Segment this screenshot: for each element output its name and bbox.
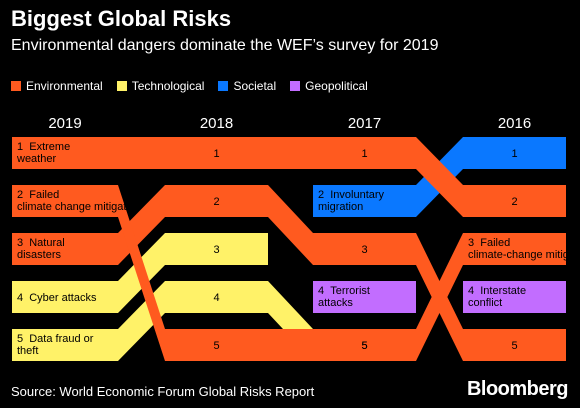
rank-label: 2 (213, 196, 219, 208)
risk-label: 4 Interstate conflict (468, 285, 526, 309)
risk-ribbon-extreme-weather (12, 137, 566, 217)
year-header-2016: 2016 (498, 115, 531, 132)
rank-connector (268, 137, 313, 169)
rank-label: 5 (511, 340, 517, 352)
risk-ribbon-failed-climate-change-mitigation (12, 185, 566, 361)
rank-block (463, 137, 566, 169)
risk-label: 3 Natural disasters (17, 237, 65, 261)
rank-block (165, 329, 268, 361)
risk-label: 4 Cyber attacks (17, 292, 97, 304)
chart-subtitle: Environmental dangers dominate the WEF’s… (11, 37, 439, 54)
rank-label: 1 (361, 148, 367, 160)
rank-block (165, 137, 268, 169)
rank-block (12, 329, 118, 361)
legend-environmental: Environmental (11, 79, 103, 93)
bloomberg-logo: Bloomberg (466, 378, 569, 400)
societal-swatch (218, 81, 229, 91)
year-header-2018: 2018 (200, 115, 233, 132)
source-note: Source: World Economic Forum Global Risk… (11, 384, 315, 399)
rank-connector (118, 185, 165, 361)
rank-block (12, 233, 118, 265)
risk-ribbon-cyber-attacks (12, 233, 268, 313)
legend: Environmental Technological Societal Geo… (11, 79, 368, 93)
rank-block (463, 233, 566, 265)
rank-block (463, 329, 566, 361)
legend-label: Environmental (26, 79, 103, 93)
rank-connector (416, 233, 463, 361)
rank-block (313, 185, 416, 217)
risk-label: 2 Involuntary migration (318, 189, 385, 213)
rank-block (313, 137, 416, 169)
rank-block (313, 281, 416, 313)
chart-title: Biggest Global Risks (11, 6, 232, 31)
year-header-2019: 2019 (48, 115, 81, 132)
rank-label: 3 (361, 244, 367, 256)
risk-ribbon-terrorist-attacks (313, 281, 416, 313)
risk-ribbon-interstate-conflict (463, 281, 566, 313)
rank-label: 5 (361, 340, 367, 352)
risk-label: 2 Failed climate change mitigation (17, 189, 141, 213)
rank-block (313, 233, 416, 265)
rank-block (313, 329, 416, 361)
rank-label: 5 (213, 340, 219, 352)
risk-label: 5 Data fraud or theft (17, 333, 94, 357)
rank-block (165, 185, 268, 217)
rank-connector (118, 137, 165, 169)
legend-geopolitical: Geopolitical (290, 79, 368, 93)
legend-label: Societal (233, 79, 277, 93)
rank-connector (268, 329, 313, 361)
rank-block (463, 281, 566, 313)
risk-label: 1 Extreme weather (16, 141, 70, 165)
rank-block (12, 281, 118, 313)
legend-label: Technological (131, 79, 205, 93)
legend-technological: Technological (116, 79, 205, 93)
rank-label: 1 (213, 148, 219, 160)
rank-label: 4 (213, 292, 219, 304)
technological-swatch (116, 81, 127, 91)
environmental-swatch (11, 81, 21, 91)
rank-block (12, 185, 118, 217)
rank-label: 1 (511, 148, 517, 160)
rank-block (463, 185, 566, 217)
rank-label: 2 (511, 196, 517, 208)
rank-block (165, 233, 268, 265)
year-header-2017: 2017 (348, 115, 381, 132)
rank-label: 5 (361, 340, 367, 352)
legend-label: Geopolitical (305, 79, 368, 93)
rank-connector (416, 137, 463, 217)
rank-connector (268, 185, 313, 265)
legend-societal: Societal (218, 79, 276, 93)
rank-label: 3 (213, 244, 219, 256)
geopolitical-swatch (290, 81, 301, 91)
rank-block (165, 281, 268, 313)
risk-label: 4 Terrorist attacks (318, 285, 370, 309)
rank-block (12, 137, 118, 169)
